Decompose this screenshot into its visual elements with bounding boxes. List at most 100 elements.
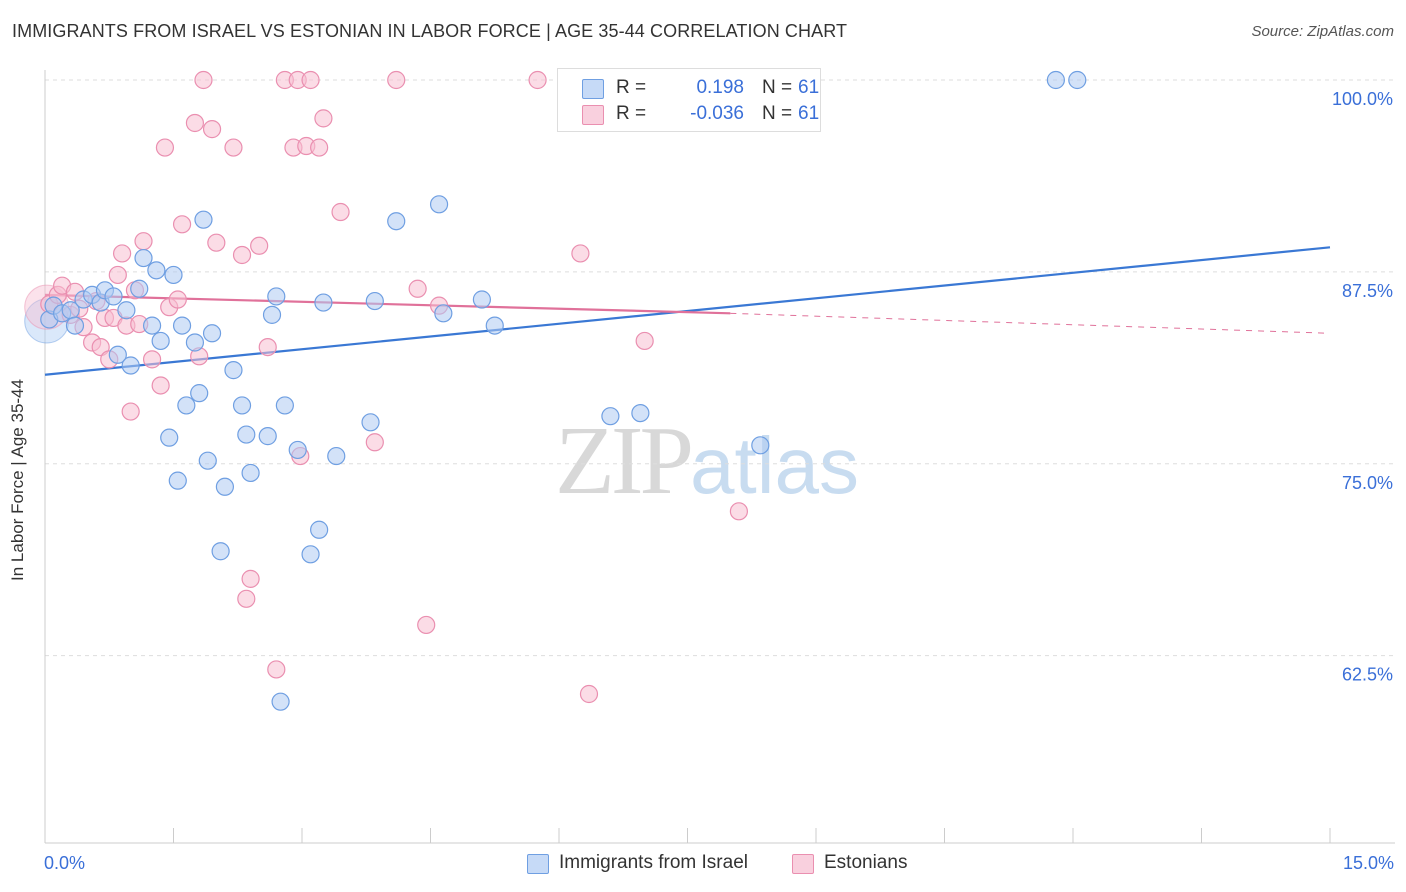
point-estonians xyxy=(91,337,110,357)
point-israel xyxy=(147,261,166,280)
watermark-zip: ZIP xyxy=(555,407,694,515)
legend-n-label: N = xyxy=(762,103,793,124)
point-israel xyxy=(241,463,260,483)
y-tick-label: 62.5% xyxy=(1342,665,1393,685)
point-israel xyxy=(121,356,140,375)
point-israel xyxy=(232,396,252,415)
point-israel xyxy=(258,427,277,446)
point-israel xyxy=(215,477,234,496)
point-israel xyxy=(387,212,406,231)
point-estonians xyxy=(142,350,162,369)
point-estonians xyxy=(108,265,127,285)
point-estonians xyxy=(571,244,590,263)
point-estonians xyxy=(112,244,132,263)
legend-r-value: -0.036 xyxy=(690,103,744,124)
point-israel xyxy=(485,316,504,335)
point-israel xyxy=(202,324,222,343)
legend-n-label: N = xyxy=(762,77,793,98)
point-israel xyxy=(267,287,286,306)
y-tick-label: 75.0% xyxy=(1342,473,1393,493)
point-estonians xyxy=(314,109,333,128)
y-tick-label: 100.0% xyxy=(1332,89,1393,109)
point-estonians xyxy=(134,232,153,251)
point-israel xyxy=(190,384,209,403)
point-israel xyxy=(310,520,329,539)
point-israel xyxy=(275,396,294,415)
trend-line-israel xyxy=(44,246,1331,376)
point-israel xyxy=(168,471,187,490)
point-estonians xyxy=(237,589,256,608)
bottom-legend-swatch-israel xyxy=(527,854,549,874)
point-israel xyxy=(104,287,123,306)
point-estonians xyxy=(258,337,277,357)
chart-title: IMMIGRANTS FROM ISRAEL VS ESTONIAN IN LA… xyxy=(12,21,848,41)
point-estonians xyxy=(310,138,329,157)
x-tick-label-max: 15.0% xyxy=(1342,853,1394,873)
point-israel xyxy=(237,425,256,444)
point-estonians xyxy=(301,70,320,90)
point-israel xyxy=(271,692,290,711)
point-israel xyxy=(327,446,346,466)
point-estonians xyxy=(387,70,406,90)
point-estonians xyxy=(417,615,436,635)
point-estonians xyxy=(635,331,654,351)
watermark: ZIPatlas xyxy=(555,405,859,517)
legend-r-label: R = xyxy=(616,103,647,124)
point-israel xyxy=(198,451,217,470)
legend-n-value: 61 xyxy=(798,77,820,98)
point-israel xyxy=(631,403,650,423)
point-estonians xyxy=(151,376,170,395)
point-israel xyxy=(224,361,243,380)
point-estonians xyxy=(155,138,175,157)
point-israel xyxy=(164,265,183,285)
point-israel xyxy=(160,428,179,447)
point-estonians xyxy=(241,569,260,588)
legend-swatch-israel xyxy=(582,79,604,99)
point-israel xyxy=(262,305,282,324)
point-estonians xyxy=(232,245,252,265)
point-estonians xyxy=(194,70,213,90)
point-israel xyxy=(177,396,196,415)
point-israel xyxy=(751,436,770,455)
point-israel xyxy=(142,316,162,335)
point-israel xyxy=(130,279,149,298)
watermark-atlas: atlas xyxy=(690,421,859,510)
point-israel xyxy=(151,331,170,351)
point-estonians xyxy=(202,120,222,139)
point-estonians xyxy=(267,660,286,679)
point-israel xyxy=(361,413,380,432)
point-estonians xyxy=(528,70,547,90)
point-israel xyxy=(365,291,384,311)
y-tick-label: 87.5% xyxy=(1342,281,1393,301)
point-estonians xyxy=(365,433,384,452)
point-israel xyxy=(172,316,192,335)
point-israel xyxy=(194,210,213,229)
point-israel xyxy=(108,345,127,364)
point-israel xyxy=(601,407,620,426)
point-israel xyxy=(65,316,85,335)
point-israel xyxy=(134,248,153,268)
point-estonians xyxy=(121,402,140,421)
point-israel xyxy=(288,440,307,460)
bottom-legend-swatch-estonians xyxy=(792,854,814,874)
trend-line-estonians xyxy=(730,312,1331,334)
point-estonians xyxy=(185,113,205,133)
point-israel xyxy=(434,304,453,323)
point-israel xyxy=(117,301,136,320)
point-estonians xyxy=(579,684,599,704)
point-israel xyxy=(429,195,449,214)
source-credit: Source: ZipAtlas.com xyxy=(1251,23,1394,40)
legend-n-value: 61 xyxy=(798,103,820,124)
legend-r-label: R = xyxy=(616,77,647,98)
point-estonians xyxy=(172,215,192,234)
point-estonians xyxy=(408,279,427,298)
correlation-legend: R = 0.198 N = 61 R = -0.036 N = 61 xyxy=(557,68,821,132)
y-axis-label: In Labor Force | Age 35-44 xyxy=(8,379,27,581)
point-estonians xyxy=(729,502,749,521)
point-estonians xyxy=(168,290,187,309)
point-israel xyxy=(472,290,491,309)
point-israel xyxy=(185,333,205,352)
point-estonians xyxy=(250,236,269,255)
trend-line-estonians xyxy=(44,293,731,315)
